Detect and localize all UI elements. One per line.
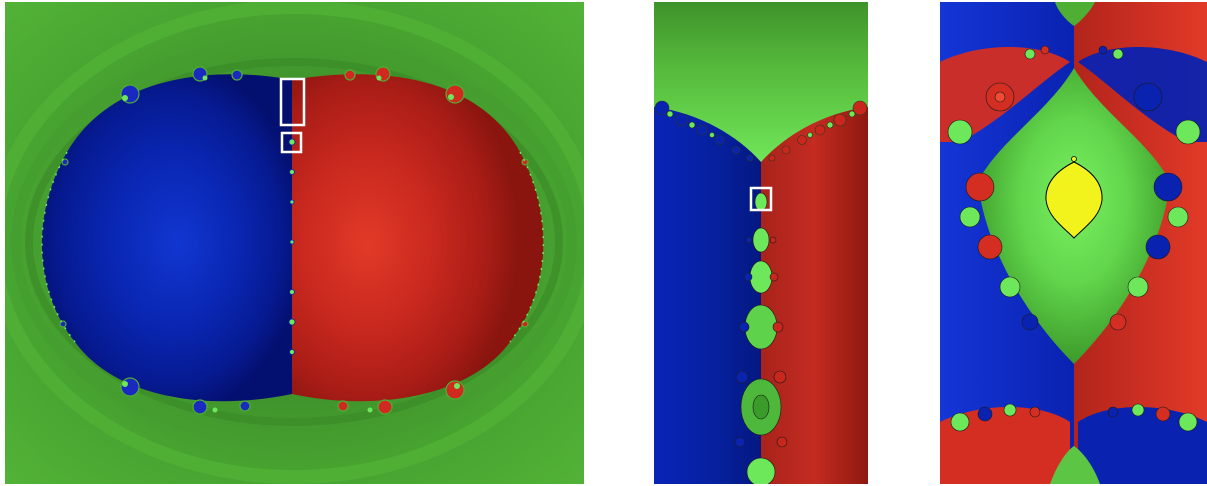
zoom-box-small — [280, 131, 303, 154]
zoom-box-large — [279, 77, 306, 127]
fractal-panel-zoom-2 — [940, 2, 1207, 484]
fractal-image-zoom-2 — [940, 2, 1207, 484]
boundary-beads — [41, 66, 545, 415]
boundary-beads — [654, 100, 868, 162]
boundary-beads — [947, 45, 1201, 432]
yellow-region — [1045, 161, 1103, 239]
fractal-image-full — [5, 2, 584, 484]
zoom-box — [749, 186, 773, 212]
seam-lens-chain — [734, 192, 788, 484]
red-basin — [292, 74, 544, 402]
red-basin — [761, 107, 868, 484]
fractal-panel-zoom-1 — [654, 2, 868, 484]
blue-basin — [654, 107, 761, 484]
blue-basin — [41, 74, 292, 402]
fractal-panel-full-view — [5, 2, 584, 484]
fractal-image-zoom-1 — [654, 2, 868, 484]
